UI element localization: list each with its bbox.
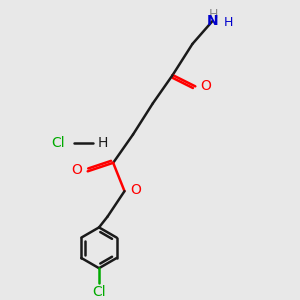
Text: O: O bbox=[200, 80, 211, 93]
Text: H: H bbox=[98, 136, 108, 150]
Text: H: H bbox=[209, 8, 218, 21]
Text: O: O bbox=[131, 183, 142, 197]
Text: Cl: Cl bbox=[51, 136, 65, 150]
Text: Cl: Cl bbox=[92, 285, 106, 298]
Text: N: N bbox=[206, 14, 218, 28]
Text: H: H bbox=[224, 16, 233, 29]
Text: O: O bbox=[72, 163, 83, 177]
